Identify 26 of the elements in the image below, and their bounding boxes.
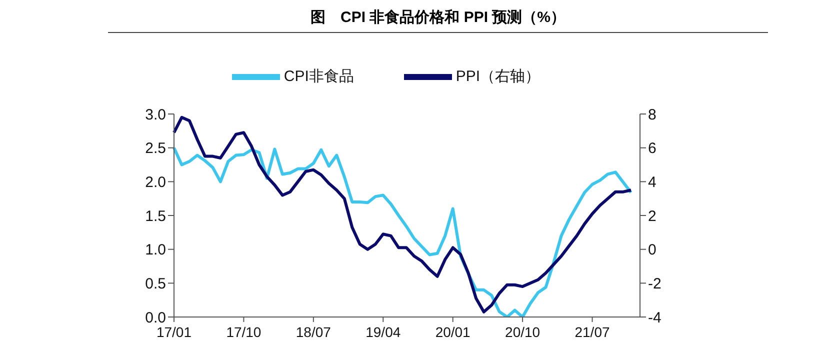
- line-series: [172, 116, 632, 314]
- x-tick-label: 21/07: [574, 324, 610, 340]
- x-tick-label: 18/07: [296, 324, 332, 340]
- y-tick-label: 2.0: [145, 174, 166, 191]
- x-tick-label: 17/10: [226, 324, 262, 340]
- x-tick-label: 19/04: [366, 324, 401, 340]
- y-tick-label: 1.0: [145, 242, 166, 259]
- chart-title: 图 CPI 非食品价格和 PPI 预测（%）: [108, 8, 768, 33]
- legend-label: PPI（右轴）: [456, 68, 540, 85]
- legend-label: CPI非食品: [284, 68, 354, 85]
- line-series: [172, 146, 632, 317]
- y-tick-label: 2.5: [145, 140, 166, 158]
- x-tick-label: 20/01: [435, 324, 471, 340]
- x-tick-label: 17/01: [156, 324, 192, 340]
- y2-tick-label: 2: [648, 208, 656, 225]
- x-tick-label: 20/10: [505, 324, 540, 340]
- y2-tick-label: 6: [648, 140, 656, 158]
- y-tick-label: 0.0: [145, 309, 166, 326]
- y2-tick-label: 0: [648, 242, 656, 259]
- y2-tick-label: -2: [648, 275, 662, 292]
- y-tick-label: 3.0: [145, 106, 166, 124]
- y2-tick-label: 8: [648, 106, 656, 124]
- y2-tick-label: -4: [648, 309, 662, 326]
- y-tick-label: 1.5: [145, 208, 166, 225]
- y2-tick-label: 4: [648, 174, 656, 191]
- y-tick-label: 0.5: [145, 275, 166, 292]
